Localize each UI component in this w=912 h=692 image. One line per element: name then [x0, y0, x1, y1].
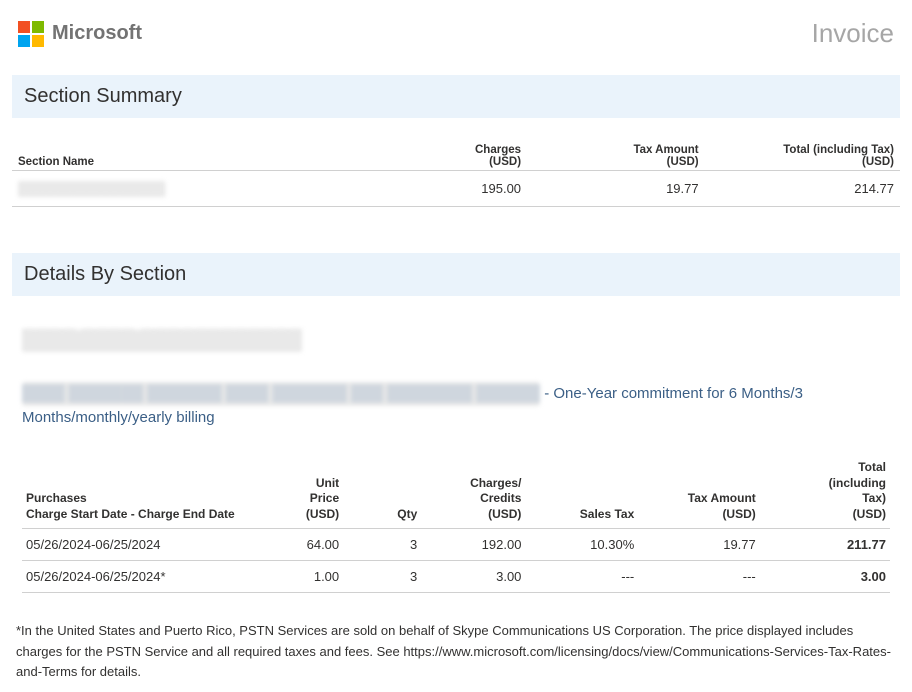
col-section-name: Section Name — [12, 142, 349, 171]
col-qty: Qty — [343, 458, 421, 529]
cell-dates: 05/26/2024-06/25/2024* — [22, 561, 256, 593]
col-total: Total (including Tax) (USD) — [705, 142, 900, 171]
brand-text: Microsoft — [52, 22, 142, 45]
cell-charges: 3.00 — [421, 561, 525, 593]
purchases-table: Purchases Charge Start Date - Charge End… — [22, 458, 890, 593]
details-product-description: ████ ███████ ███████ ████ ███████ ███ ██… — [22, 382, 890, 430]
col-unit-price: Unit Price (USD) — [256, 458, 343, 529]
cell-charges: 195.00 — [349, 171, 527, 207]
cell-qty: 3 — [343, 561, 421, 593]
cell-unit-price: 64.00 — [256, 529, 343, 561]
cell-tax: 19.77 — [527, 171, 705, 207]
col-total: Total (including Tax) (USD) — [760, 458, 890, 529]
cell-qty: 3 — [343, 529, 421, 561]
col-charges-credits: Charges/ Credits (USD) — [421, 458, 525, 529]
col-tax-amount: Tax Amount (USD) — [638, 458, 760, 529]
page-title: Invoice — [812, 18, 894, 49]
details-heading: Details By Section — [12, 253, 900, 296]
cell-sales-tax: --- — [525, 561, 638, 593]
cell-sales-tax: 10.30% — [525, 529, 638, 561]
cell-tax-amount: 19.77 — [638, 529, 760, 561]
cell-total: 3.00 — [760, 561, 890, 593]
col-purchases: Purchases Charge Start Date - Charge End… — [22, 458, 256, 529]
table-header-row: Purchases Charge Start Date - Charge End… — [22, 458, 890, 529]
section-summary-table: Section Name Charges (USD) Tax Amount (U… — [12, 142, 900, 207]
details-company-name: ████ ████ ████████████ — [22, 330, 890, 352]
col-sales-tax: Sales Tax — [525, 458, 638, 529]
document-header: Microsoft Invoice — [12, 10, 900, 69]
table-row: 05/26/2024-06/25/2024 64.00 3 192.00 10.… — [22, 529, 890, 561]
table-row: 05/26/2024-06/25/2024* 1.00 3 3.00 --- -… — [22, 561, 890, 593]
cell-tax-amount: --- — [638, 561, 760, 593]
cell-total: 214.77 — [705, 171, 900, 207]
cell-unit-price: 1.00 — [256, 561, 343, 593]
cell-section-name: ████████████████ — [12, 171, 349, 207]
cell-dates: 05/26/2024-06/25/2024 — [22, 529, 256, 561]
brand-block: Microsoft — [18, 21, 142, 47]
cell-total: 211.77 — [760, 529, 890, 561]
cell-charges: 192.00 — [421, 529, 525, 561]
microsoft-logo-icon — [18, 21, 44, 47]
section-summary-heading: Section Summary — [12, 75, 900, 118]
details-content: ████ ████ ████████████ ████ ███████ ████… — [12, 330, 900, 593]
table-header-row: Section Name Charges (USD) Tax Amount (U… — [12, 142, 900, 171]
col-charges: Charges (USD) — [349, 142, 527, 171]
col-tax-amount: Tax Amount (USD) — [527, 142, 705, 171]
table-row: ████████████████ 195.00 19.77 214.77 — [12, 171, 900, 207]
